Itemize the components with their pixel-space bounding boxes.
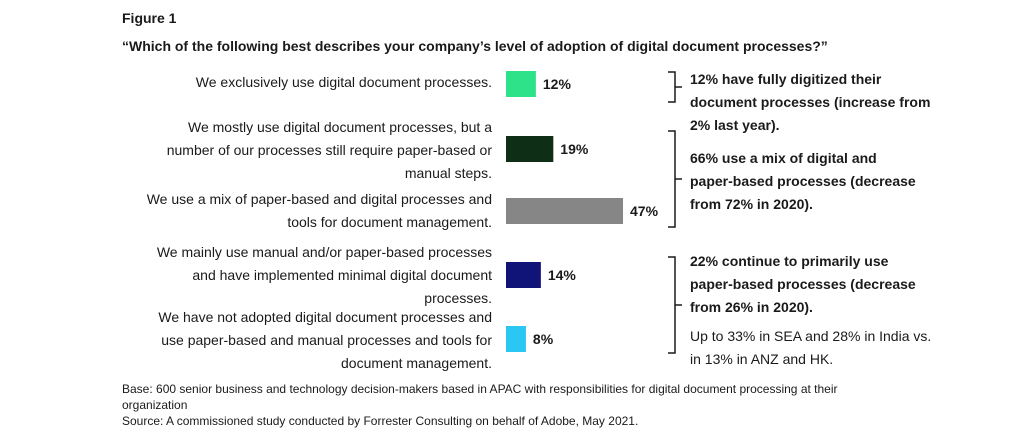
- value-label: 12%: [543, 76, 572, 92]
- callout-line: 22% continue to primarily use: [690, 253, 889, 269]
- category-label-line: We exclusively use digital document proc…: [195, 74, 492, 90]
- category-label-line: We mainly use manual and/or paper-based …: [156, 244, 492, 260]
- callout-fully-digital: 12% have fully digitized their document …: [690, 68, 930, 137]
- bar: [506, 326, 526, 352]
- callout-line: Up to 33% in SEA and 28% in India vs.: [690, 328, 932, 344]
- bar: [506, 198, 624, 224]
- callout-mixed: 66% use a mix of digital and paper-based…: [690, 147, 916, 216]
- category-label-line: We mostly use digital document processes…: [187, 119, 492, 135]
- category-label-line: We have not adopted digital document pro…: [158, 309, 492, 325]
- category-label: We exclusively use digital document proc…: [196, 71, 492, 94]
- value-label: 19%: [560, 141, 589, 157]
- callout-line: 66% use a mix of digital and: [690, 150, 877, 166]
- category-label-line: manual steps.: [404, 165, 492, 181]
- category-label-line: We use a mix of paper-based and digital …: [146, 191, 492, 207]
- callout-line: paper-based processes (decrease: [690, 173, 916, 189]
- bar: [506, 262, 541, 288]
- callout-line: 2% last year).: [690, 117, 780, 133]
- footnote-base-cont: organization: [122, 398, 188, 412]
- category-label: We use a mix of paper-based and digital …: [147, 188, 492, 234]
- callout-paper-based: 22% continue to primarily use paper-base…: [690, 250, 931, 371]
- footnote-base: Base: 600 senior business and technology…: [122, 382, 838, 396]
- value-label: 14%: [548, 267, 577, 283]
- callout-line: document processes (increase from: [690, 94, 931, 110]
- category-label-line: tools for document management.: [287, 214, 492, 230]
- category-label-line: document management.: [341, 355, 492, 371]
- callout-line: from 72% in 2020).: [690, 196, 813, 212]
- callout-line: 12% have fully digitized their: [690, 71, 882, 87]
- category-label-line: and have implemented minimal digital doc…: [192, 267, 492, 283]
- category-label-line: processes.: [424, 290, 492, 306]
- bracket: [668, 256, 682, 354]
- bracket: [668, 130, 682, 228]
- bracket: [668, 71, 682, 103]
- callout-line: in 13% in ANZ and HK.: [690, 351, 834, 367]
- bar: [506, 136, 554, 162]
- figure-label: Figure 1: [122, 10, 177, 26]
- bar: [506, 71, 536, 97]
- footnote: Base: 600 senior business and technology…: [122, 381, 838, 429]
- category-label-line: number of our processes still require pa…: [166, 142, 492, 158]
- category-label: We have not adopted digital document pro…: [158, 306, 492, 375]
- value-label: 8%: [533, 331, 554, 347]
- category-label-line: use paper-based and manual processes and…: [161, 332, 492, 348]
- callout-line: from 26% in 2020).: [690, 299, 813, 315]
- category-label: We mainly use manual and/or paper-based …: [157, 241, 492, 310]
- value-label: 47%: [630, 203, 659, 219]
- footnote-source: Source: A commissioned study conducted b…: [122, 414, 639, 428]
- callout-line: paper-based processes (decrease: [690, 276, 916, 292]
- category-label: We mostly use digital document processes…: [167, 116, 492, 185]
- survey-question: “Which of the following best describes y…: [122, 38, 828, 54]
